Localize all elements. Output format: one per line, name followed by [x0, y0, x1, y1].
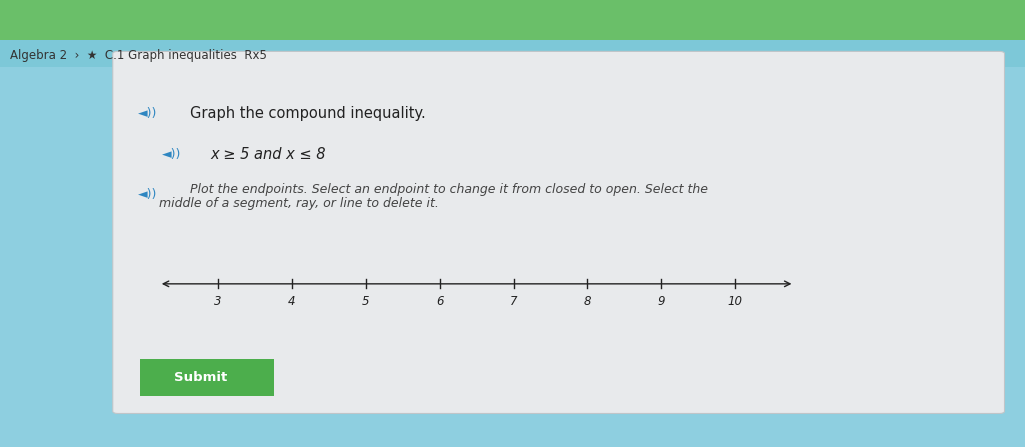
Text: 9: 9 [658, 295, 665, 308]
FancyBboxPatch shape [0, 40, 1025, 67]
Text: Algebra 2  ›  ★  C.1 Graph inequalities  Rx5: Algebra 2 › ★ C.1 Graph inequalities Rx5 [10, 49, 268, 63]
Text: ☞: ☞ [264, 376, 275, 386]
Text: middle of a segment, ray, or line to delete it.: middle of a segment, ray, or line to del… [159, 197, 439, 210]
Text: Graph the compound inequality.: Graph the compound inequality. [190, 106, 425, 122]
Text: Plot the endpoints. Select an endpoint to change it from closed to open. Select : Plot the endpoints. Select an endpoint t… [190, 182, 707, 196]
Text: 10: 10 [728, 295, 743, 308]
Text: 3: 3 [214, 295, 221, 308]
Text: x ≥ 5 and x ≤ 8: x ≥ 5 and x ≤ 8 [210, 147, 326, 162]
FancyBboxPatch shape [133, 357, 280, 397]
FancyBboxPatch shape [113, 51, 1004, 413]
Text: 7: 7 [509, 295, 518, 308]
Text: 6: 6 [436, 295, 444, 308]
FancyBboxPatch shape [0, 0, 1025, 40]
Text: ◄)): ◄)) [162, 148, 181, 161]
Text: 8: 8 [583, 295, 591, 308]
Text: ◄)): ◄)) [138, 188, 158, 201]
Text: 5: 5 [362, 295, 370, 308]
Text: ◄)): ◄)) [138, 107, 158, 121]
Text: Submit: Submit [174, 371, 227, 384]
Text: 4: 4 [288, 295, 295, 308]
